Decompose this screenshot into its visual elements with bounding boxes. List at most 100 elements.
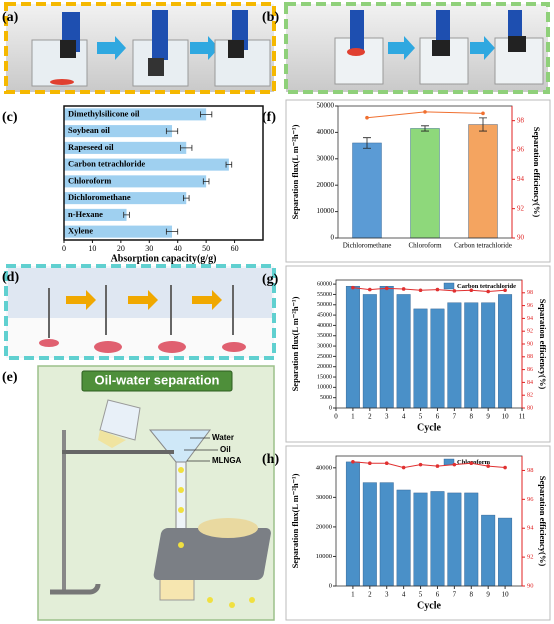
bar xyxy=(64,108,207,121)
bar xyxy=(379,285,394,409)
y2-tick-label: 92 xyxy=(517,204,525,212)
x-tick-label: 5 xyxy=(419,591,423,599)
y2-axis-label: Separation efficiency(%) xyxy=(538,476,548,567)
y2-tick-label: 86 xyxy=(527,367,533,373)
panel-label: (h) xyxy=(262,452,279,467)
bar xyxy=(362,482,377,587)
category-label: Dichloromethane xyxy=(68,192,131,202)
legend-swatch xyxy=(443,458,455,466)
panel-label: (b) xyxy=(262,10,279,25)
efficiency-marker xyxy=(486,464,490,468)
y2-tick-label: 96 xyxy=(517,146,525,154)
x-tick-label: 3 xyxy=(385,413,389,421)
diagram-label: Water xyxy=(212,433,234,442)
efficiency-marker xyxy=(401,465,406,470)
bar xyxy=(464,302,479,409)
diagram-label: Oil xyxy=(220,445,231,454)
bar xyxy=(447,302,462,409)
category-label: Rapeseed oil xyxy=(68,142,114,152)
error-bar xyxy=(123,211,130,218)
bar xyxy=(345,461,360,587)
panel-label: (g) xyxy=(262,272,279,287)
efficiency-marker xyxy=(423,110,427,114)
efficiency-marker xyxy=(365,115,369,120)
error-bar xyxy=(180,144,193,151)
y2-tick-label: 98 xyxy=(527,467,534,474)
x-tick-label: 4 xyxy=(402,591,406,599)
y2-tick-label: 92 xyxy=(527,554,534,561)
category-label: Xylene xyxy=(68,226,93,236)
y-tick-label: 50000 xyxy=(317,302,332,308)
efficiency-marker xyxy=(452,289,457,293)
y-tick-label: 40000 xyxy=(317,323,332,329)
efficiency-marker xyxy=(368,461,372,466)
bar xyxy=(413,492,428,587)
bar xyxy=(410,128,440,239)
y2-axis-label: Separation efficiency(%) xyxy=(532,127,542,218)
efficiency-marker xyxy=(384,286,389,291)
y-tick-label: 45000 xyxy=(317,312,332,318)
y-tick-label: 25000 xyxy=(317,354,332,360)
y-tick-label: 30000 xyxy=(317,343,332,349)
y2-tick-label: 96 xyxy=(527,496,534,503)
error-bar xyxy=(421,125,429,132)
bar xyxy=(396,489,411,587)
x-tick-label: 8 xyxy=(470,591,474,599)
bar xyxy=(64,175,207,188)
y-tick-label: 5000 xyxy=(320,395,332,401)
x-tick-label: 8 xyxy=(470,413,474,421)
error-bar xyxy=(165,128,179,135)
photo-d xyxy=(4,264,276,360)
bar xyxy=(345,285,360,409)
x-tick-label: 9 xyxy=(486,413,490,421)
x-tick-label: 50 xyxy=(202,244,210,253)
bar xyxy=(64,225,173,238)
efficiency-marker xyxy=(481,111,485,116)
error-bar xyxy=(202,178,210,185)
y-tick-label: 40000 xyxy=(317,128,335,136)
efficiency-marker xyxy=(503,465,507,470)
efficiency-marker xyxy=(503,288,507,293)
y2-tick-label: 92 xyxy=(527,329,533,335)
x-tick-label: 60 xyxy=(231,244,239,253)
panel-frame xyxy=(285,99,551,263)
x-axis-label: Cycle xyxy=(417,422,441,433)
category-label: Carbon tetrachloride xyxy=(68,159,145,169)
bar xyxy=(430,491,445,587)
x-tick-label: Chloroform xyxy=(408,242,442,250)
bar xyxy=(430,308,445,409)
x-tick-label: 0 xyxy=(334,413,338,421)
y-axis-label: Separation flux(L m⁻²h⁻¹) xyxy=(290,473,300,568)
x-tick-label: 11 xyxy=(519,413,526,421)
legend-label: Carbon tetrachloride xyxy=(457,283,516,290)
y-tick-label: 10000 xyxy=(317,207,335,215)
efficiency-marker xyxy=(351,459,355,464)
efficiency-marker xyxy=(452,462,457,467)
diagram-e: Oil-water separation Water Oil MLNGA xyxy=(37,365,275,621)
x-tick-label: Carbon tetrachloride xyxy=(454,242,512,250)
x-tick-label: 2 xyxy=(368,591,372,599)
efficiency-marker xyxy=(469,288,474,293)
x-tick-label: 0 xyxy=(62,244,66,253)
panel-frame xyxy=(285,445,551,621)
y-axis-label: Separation flux(L m⁻²h⁻¹) xyxy=(290,124,300,219)
x-tick-label: 6 xyxy=(436,591,440,599)
y2-tick-label: 90 xyxy=(517,234,525,242)
diagram-title: Oil-water separation xyxy=(95,372,220,387)
bar xyxy=(498,294,513,409)
y2-tick-label: 88 xyxy=(527,354,533,360)
x-tick-label: 10 xyxy=(88,244,96,253)
y2-tick-label: 84 xyxy=(527,380,533,386)
efficiency-marker xyxy=(435,464,440,468)
bar xyxy=(362,294,377,409)
efficiency-marker xyxy=(418,288,423,293)
efficiency-marker xyxy=(368,287,372,292)
y-tick-label: 50000 xyxy=(317,102,335,110)
panel-frame xyxy=(285,265,551,443)
y-tick-label: 35000 xyxy=(317,333,332,339)
y-tick-label: 15000 xyxy=(317,374,332,380)
efficiency-marker xyxy=(486,289,490,294)
x-tick-label: 30 xyxy=(145,244,153,253)
legend-swatch xyxy=(443,282,455,290)
